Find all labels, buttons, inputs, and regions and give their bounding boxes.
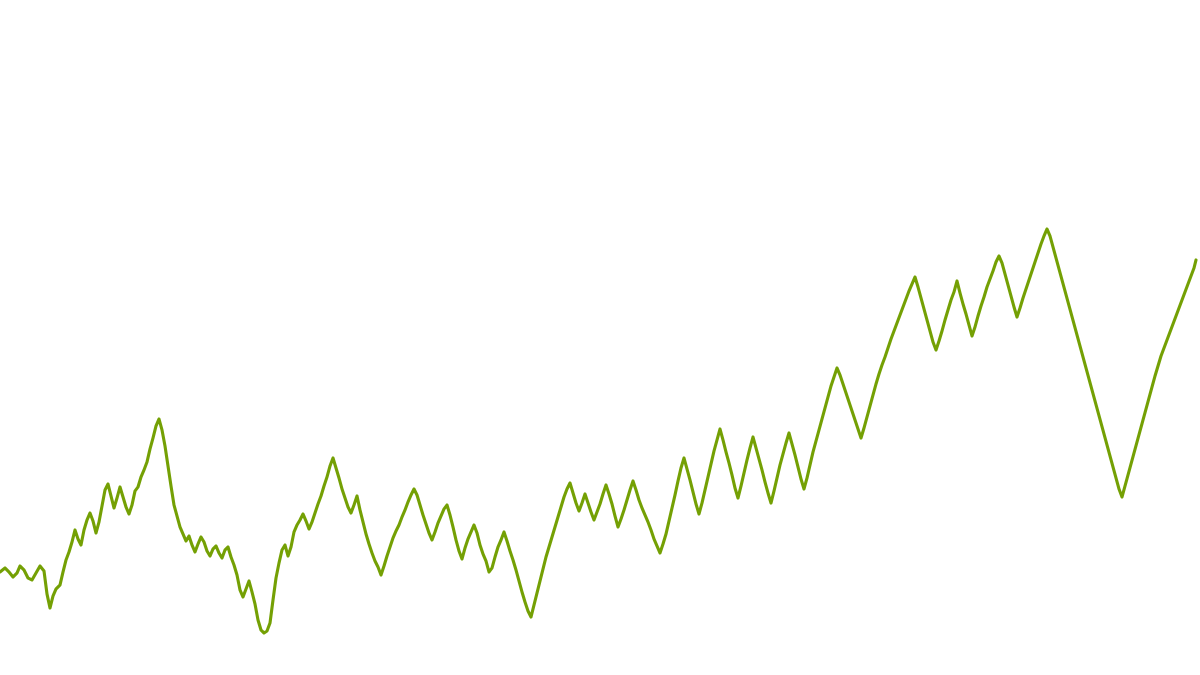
series-line-value [0, 227, 1198, 635]
